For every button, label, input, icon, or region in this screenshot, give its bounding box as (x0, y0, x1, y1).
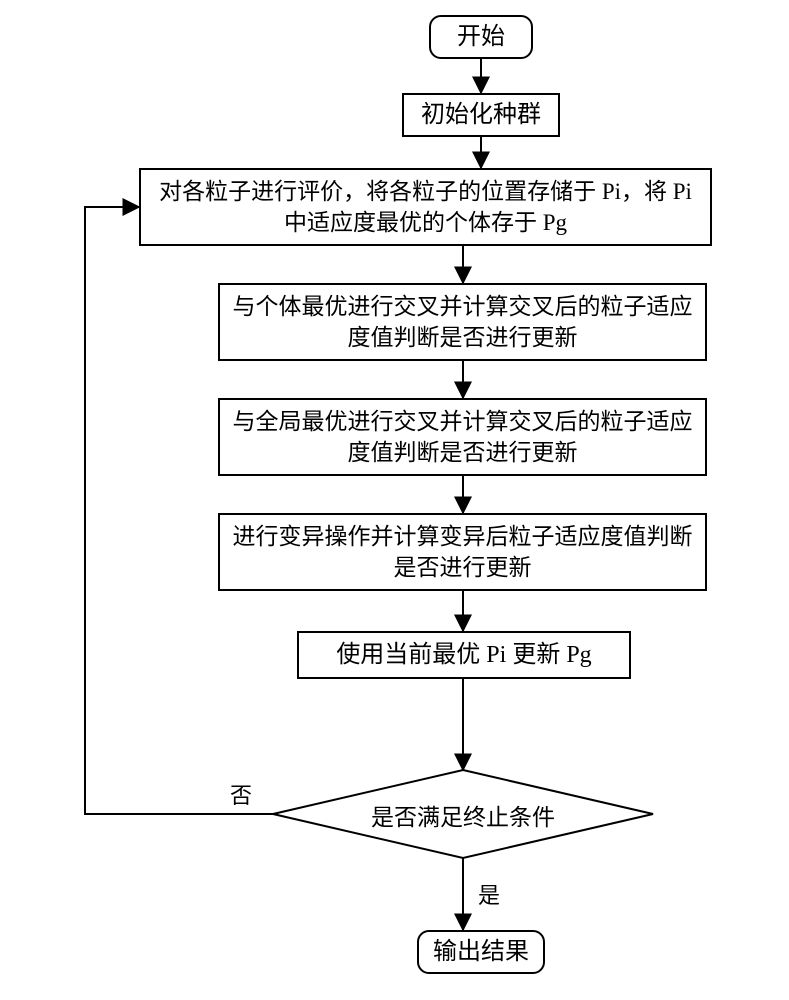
node-decision-text: 是否满足终止条件 (333, 798, 593, 832)
node-eval-text: 对各粒子进行评价，将各粒子的位置存储于 Pi，将 Pi 中适应度最优的个体存于 … (151, 176, 700, 238)
node-output: 输出结果 (417, 930, 545, 974)
connectors (0, 0, 789, 1000)
node-update-text: 使用当前最优 Pi 更新 Pg (336, 639, 591, 671)
node-crossI-text: 与个体最优进行交叉并计算交叉后的粒子适应度值判断是否进行更新 (230, 291, 695, 353)
node-mutate-text: 进行变异操作并计算变异后粒子适应度值判断是否进行更新 (230, 521, 695, 583)
edge-label-no: 否 (230, 778, 252, 810)
node-eval: 对各粒子进行评价，将各粒子的位置存储于 Pi，将 Pi 中适应度最优的个体存于 … (139, 168, 712, 246)
node-init: 初始化种群 (402, 93, 560, 137)
node-start-text: 开始 (457, 21, 505, 53)
node-cross-individual: 与个体最优进行交叉并计算交叉后的粒子适应度值判断是否进行更新 (218, 283, 707, 361)
node-start: 开始 (429, 15, 533, 59)
node-crossG-text: 与全局最优进行交叉并计算交叉后的粒子适应度值判断是否进行更新 (230, 406, 695, 468)
edge-label-yes: 是 (478, 878, 500, 910)
node-mutate: 进行变异操作并计算变异后粒子适应度值判断是否进行更新 (218, 513, 707, 591)
node-cross-global: 与全局最优进行交叉并计算交叉后的粒子适应度值判断是否进行更新 (218, 398, 707, 476)
node-update: 使用当前最优 Pi 更新 Pg (297, 631, 631, 679)
node-init-text: 初始化种群 (421, 99, 541, 131)
node-output-text: 输出结果 (433, 936, 529, 968)
